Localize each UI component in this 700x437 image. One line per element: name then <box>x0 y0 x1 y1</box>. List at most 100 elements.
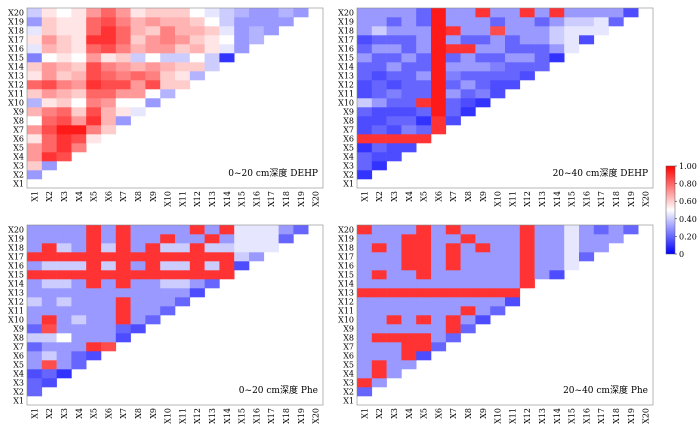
heatmap-cell <box>145 279 161 289</box>
heatmap-cell <box>534 234 550 244</box>
x-tick-label: X18 <box>612 408 621 424</box>
y-tick-label: X9 <box>343 108 354 117</box>
heatmap-cell <box>416 80 432 90</box>
panel-frame <box>356 224 654 406</box>
heatmap-cell <box>386 143 402 153</box>
heatmap-cell <box>71 261 87 271</box>
panel-frame <box>26 7 324 189</box>
heatmap-cell <box>27 279 43 289</box>
heatmap-cell <box>204 17 220 27</box>
heatmap-cell <box>27 116 43 126</box>
heatmap-cell <box>445 252 461 262</box>
heatmap-cell <box>71 98 87 108</box>
heatmap-cell <box>234 8 250 18</box>
heatmap-cell <box>101 225 117 235</box>
heatmap-cell <box>41 297 57 307</box>
colorbar-tick-label: 0.60 <box>679 197 697 206</box>
heatmap-cell <box>386 261 402 271</box>
heatmap-cell <box>401 8 417 18</box>
heatmap-cell <box>475 234 491 244</box>
y-tick-label: X19 <box>338 18 354 27</box>
heatmap-cell <box>115 35 131 45</box>
heatmap-cell <box>204 44 220 54</box>
heatmap-cell <box>431 279 447 289</box>
heatmap-cell <box>160 261 176 271</box>
heatmap-cell <box>71 35 87 45</box>
heatmap-cell <box>101 53 117 63</box>
heatmap-cell <box>371 315 387 325</box>
heatmap-cell <box>386 315 402 325</box>
heatmap-cell <box>56 279 72 289</box>
heatmap-cell <box>86 234 102 244</box>
heatmap-cell <box>86 288 102 298</box>
heatmap-cell <box>416 243 432 253</box>
x-tick-label: X2 <box>375 408 384 419</box>
heatmap-cell <box>160 26 176 36</box>
heatmap-cell <box>71 252 87 262</box>
heatmap-cell <box>71 116 87 126</box>
heatmap-cell <box>475 98 491 108</box>
heatmap-cell <box>249 35 265 45</box>
heatmap-cell <box>56 143 72 153</box>
heatmap-cell <box>86 53 102 63</box>
heatmap-cell <box>386 44 402 54</box>
heatmap-cell <box>56 89 72 99</box>
heatmap-cell <box>475 62 491 72</box>
heatmap-cell <box>371 152 387 162</box>
heatmap-cell <box>115 53 131 63</box>
heatmap-cell <box>189 252 205 262</box>
heatmap-cell <box>278 8 294 18</box>
heatmap-cell <box>460 53 476 63</box>
heatmap-cell <box>416 134 432 144</box>
heatmap-cell <box>416 62 432 72</box>
heatmap-cell <box>386 225 402 235</box>
heatmap-cell <box>160 62 176 72</box>
y-tick-label: X19 <box>338 235 354 244</box>
heatmap-cell <box>86 125 102 135</box>
y-tick-label: X17 <box>338 36 354 45</box>
heatmap-cell <box>56 315 72 325</box>
heatmap-cell <box>416 107 432 117</box>
heatmap-cell <box>56 71 72 81</box>
heatmap-cell <box>549 17 565 27</box>
heatmap-cell <box>431 288 447 298</box>
heatmap-cell <box>219 44 235 54</box>
heatmap-cell <box>56 80 72 90</box>
heatmap-cell <box>549 35 565 45</box>
heatmap-cell <box>460 288 476 298</box>
heatmap-cell <box>115 17 131 27</box>
heatmap-cell <box>431 116 447 126</box>
y-tick-label: X1 <box>343 180 354 189</box>
heatmap-cell <box>71 71 87 81</box>
heatmap-cell <box>145 315 161 325</box>
heatmap-cell <box>416 351 432 361</box>
heatmap-cell <box>490 26 506 36</box>
heatmap-cell <box>416 125 432 135</box>
heatmap-cell <box>371 44 387 54</box>
heatmap-cell <box>27 243 43 253</box>
heatmap-cell <box>416 333 432 343</box>
y-tick-label: X5 <box>343 361 354 370</box>
x-tick-label: X4 <box>75 191 84 202</box>
heatmap-cell <box>189 234 205 244</box>
heatmap-cell <box>371 35 387 45</box>
heatmap-cell <box>56 125 72 135</box>
heatmap-cell <box>204 252 220 262</box>
x-tick-label: X8 <box>134 191 143 202</box>
heatmap-cell <box>189 17 205 27</box>
heatmap-cell <box>460 89 476 99</box>
heatmap-cell <box>56 360 72 370</box>
x-tick-label: X15 <box>568 191 577 207</box>
y-tick-label: X17 <box>8 36 24 45</box>
heatmap-cell <box>490 89 506 99</box>
heatmap-cell <box>56 26 72 36</box>
heatmap-cell <box>357 378 373 388</box>
x-tick-label: X3 <box>390 408 399 419</box>
heatmap-cell <box>130 62 146 72</box>
heatmap-cell <box>234 35 250 45</box>
heatmap-cell <box>445 53 461 63</box>
y-tick-label: X3 <box>13 379 24 388</box>
x-tick-label: X8 <box>464 408 473 419</box>
heatmap-cell <box>115 234 131 244</box>
heatmap-cell <box>564 252 580 262</box>
